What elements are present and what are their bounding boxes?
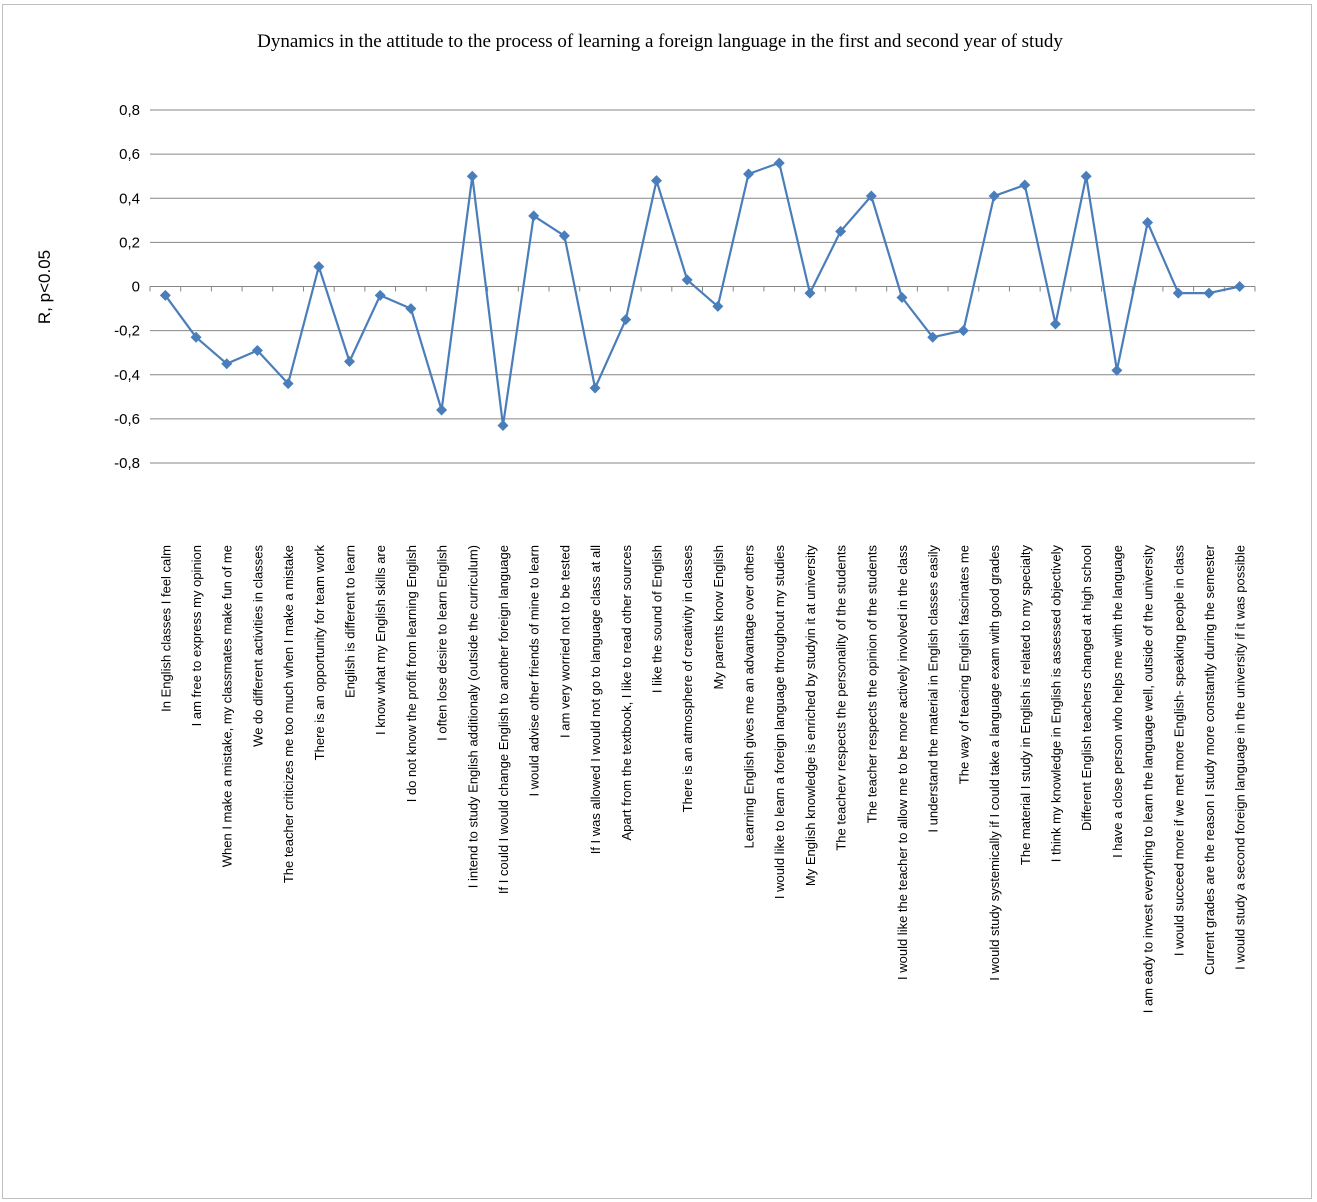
category-label: There is an atmosphere of creativity in … [680, 545, 695, 813]
category-label: If I was allowed I would not go to langu… [588, 545, 603, 854]
category-label: I am very worried not to be tested [557, 545, 572, 738]
category-label: I do not know the profit from learning E… [404, 545, 419, 802]
category-label: My English knowledge is enriched by stud… [803, 545, 818, 887]
category-label: Different English teachers changed at hi… [1079, 545, 1094, 831]
y-tick-label: -0,6 [114, 411, 140, 428]
category-label: In English classes I feel calm [158, 545, 173, 712]
data-point [528, 210, 540, 222]
y-tick-label: 0,2 [119, 234, 140, 251]
data-point [589, 382, 601, 394]
y-tick-label: 0,6 [119, 146, 140, 163]
data-point [313, 261, 325, 273]
category-label: I like the sound of English [650, 545, 665, 693]
y-tick-label: -0,2 [114, 323, 140, 340]
category-label: I understand the material in English cla… [926, 545, 941, 833]
data-point [1080, 170, 1092, 182]
data-point [405, 303, 417, 315]
data-point [804, 287, 816, 299]
category-label: Apart from the textbook, I like to read … [619, 545, 634, 841]
category-label: I would advise other friends of mine to … [527, 545, 542, 796]
data-point [865, 190, 877, 202]
data-point [1142, 217, 1154, 229]
data-point [681, 274, 693, 286]
data-point [221, 358, 233, 370]
data-point [1049, 318, 1061, 330]
y-tick-label: 0,8 [119, 102, 140, 119]
data-point [1234, 281, 1246, 292]
category-label: When I make a mistake, my classmates mak… [220, 545, 235, 867]
y-tick-label: 0,4 [119, 190, 140, 207]
category-label: My parents know English [711, 545, 726, 690]
data-point [497, 419, 509, 431]
category-label: I intend to study English additionaly (o… [465, 545, 480, 888]
data-point [558, 230, 570, 242]
category-label: Learning English gives me an advantage o… [742, 545, 757, 849]
category-label: We do different activities in classes [250, 545, 265, 747]
data-point [988, 190, 1000, 202]
data-point [282, 378, 294, 390]
data-point [835, 225, 847, 237]
data-point [773, 157, 785, 169]
y-axis-label: R, p<0.05 [35, 250, 54, 324]
category-label: I think my knowledge in English is asses… [1049, 545, 1064, 863]
category-label: I would study systemically if I could ta… [987, 545, 1002, 981]
data-point [1203, 287, 1215, 299]
category-label: I am eady to invest everything to learn … [1141, 545, 1156, 1014]
series-markers [159, 157, 1246, 431]
series-line [164, 161, 1240, 427]
data-point [650, 175, 662, 187]
data-point [743, 168, 755, 180]
category-label: The way of teacing English fascinates me [956, 545, 971, 784]
category-label: I have a close person who helps me with … [1110, 545, 1125, 858]
data-point [1019, 179, 1031, 191]
data-point [190, 331, 202, 343]
category-label: English is different to learn [343, 545, 358, 698]
data-point [927, 331, 939, 343]
category-label: I often lose desire to learn English [435, 545, 450, 741]
chart-title: Dynamics in the attitude to the process … [257, 31, 1063, 52]
category-label: I would like the teacher to allow me to … [895, 545, 910, 980]
data-point [896, 292, 908, 304]
category-label: The teacher criticizes me too much when … [281, 545, 296, 883]
data-point [251, 344, 263, 356]
category-label: The teacherv respects the personality of… [834, 545, 849, 851]
category-label: I would like to learn a foreign language… [772, 545, 787, 900]
chart-frame [2, 4, 1312, 1199]
category-label: I would succeed more if we met more Engl… [1171, 545, 1186, 957]
data-point [712, 300, 724, 312]
data-point [957, 325, 969, 337]
category-label: There is an opportunity for team work [312, 545, 327, 761]
category-label: I am free to express my opinion [189, 545, 204, 726]
data-point [1172, 287, 1184, 299]
category-label: I would study a second foreign language … [1233, 545, 1248, 970]
series-polyline [164, 161, 1240, 427]
category-label: Current grades are the reason I study mo… [1202, 544, 1217, 975]
gridlines [149, 109, 1256, 464]
data-point [159, 289, 171, 301]
data-point [620, 314, 632, 326]
y-tick-label: 0 [132, 279, 140, 296]
category-label: The material I study in English is relat… [1018, 545, 1033, 866]
data-point [466, 170, 478, 182]
category-label: If I could I would change English to ano… [496, 545, 511, 894]
category-label: I know what my English skills are [373, 545, 388, 735]
data-point [374, 289, 386, 301]
y-tick-label: -0,4 [114, 367, 140, 384]
data-point [344, 356, 356, 368]
category-label: The teacher respects the opinion of the … [864, 545, 879, 824]
data-point [1111, 364, 1123, 376]
y-axis-ticks: 0,8 0,6 0,4 0,2 0 -0,2 -0,4 -0,6 -0,8 [114, 102, 140, 472]
data-point [436, 404, 448, 416]
y-tick-label: -0,8 [114, 455, 140, 472]
category-labels: In English classes I feel calm I am free … [158, 544, 1247, 1013]
